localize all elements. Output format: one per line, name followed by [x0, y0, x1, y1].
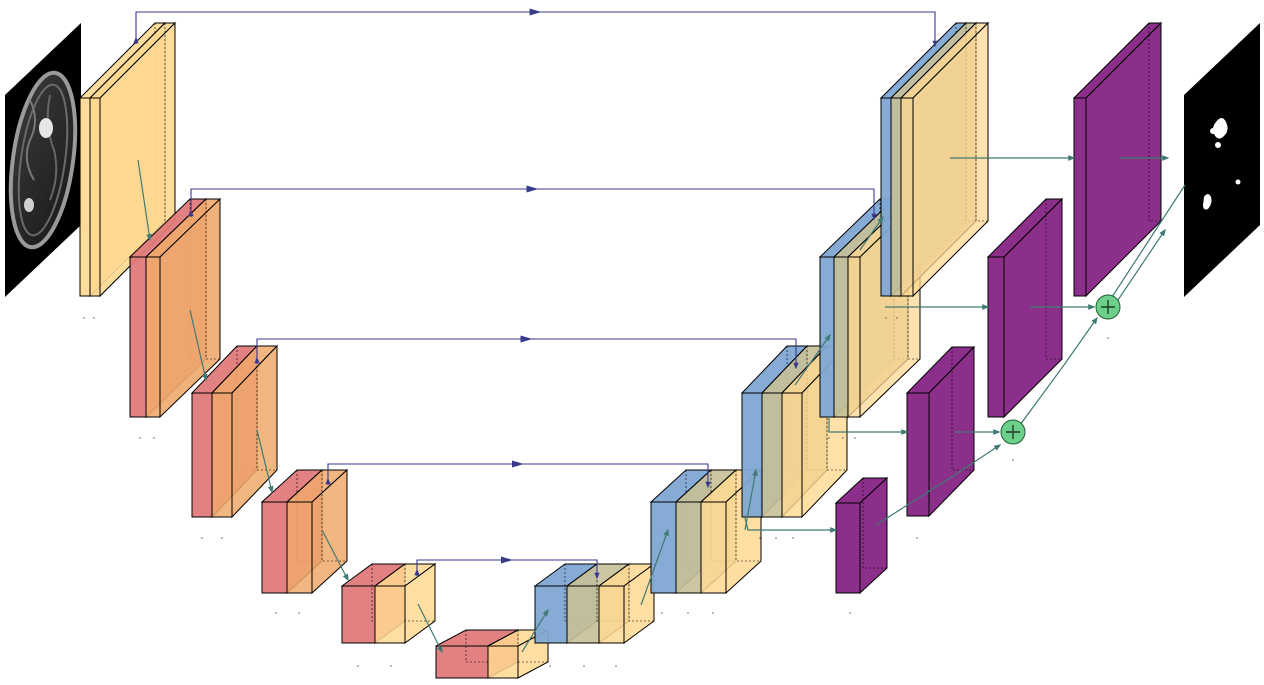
dimension-dot-1 — [83, 317, 85, 319]
dimension-dot-26 — [916, 537, 918, 539]
skip-connection-level-3 — [254, 335, 799, 370]
dimension-dot-10 — [390, 665, 392, 667]
deep-supervision-2 — [905, 345, 976, 518]
dimension-dot-2 — [93, 317, 95, 319]
flow-sum-upper-output — [1117, 228, 1166, 301]
deep-supervision-0 — [1072, 21, 1163, 298]
skip-connection-level-1 — [133, 8, 938, 48]
skip-connection-level-5-direction-marker — [501, 556, 513, 564]
encoder-level-2 — [128, 197, 222, 419]
skip-connection-level-3-direction-marker — [520, 335, 533, 343]
dimension-dot-4 — [153, 437, 155, 439]
flow-dec5-dec4 — [640, 528, 669, 606]
skip-connection-level-4-direction-marker — [512, 460, 524, 468]
flow-upper-to-output-line — [1109, 184, 1186, 301]
encoder-level-2-slab-2 — [144, 197, 222, 419]
flow-enc2-enc3 — [189, 309, 208, 382]
dimension-dot-20 — [828, 437, 830, 439]
flow-dec2-dec1 — [859, 215, 884, 251]
dimension-dot-28 — [1107, 337, 1109, 339]
dimension-dot-11 — [549, 665, 551, 667]
deep-supervision-0-slab-1 — [1072, 21, 1163, 298]
deep-supervision-1 — [986, 197, 1064, 419]
dimension-dot-23 — [885, 317, 887, 319]
dimension-dot-9 — [357, 665, 359, 667]
flow-enc3-enc4 — [256, 429, 274, 494]
dimension-dot-25 — [849, 612, 851, 614]
skip-connection-level-1-direction-marker — [529, 8, 542, 16]
flow-enc4-enc5 — [321, 529, 349, 582]
decoder-level-1-slab-3 — [899, 21, 990, 298]
dimension-markers — [83, 317, 1109, 667]
dimension-dot-5 — [201, 537, 203, 539]
encoder-level-3 — [190, 344, 279, 519]
layer-blocks — [78, 21, 1163, 679]
skip-connection-level-5 — [414, 556, 600, 580]
dimension-dot-27 — [1012, 459, 1014, 461]
decoder-level-1 — [879, 21, 990, 298]
dimension-dot-17 — [759, 537, 761, 539]
sum-node-lower — [1000, 419, 1026, 445]
sum-nodes — [1000, 294, 1121, 445]
dimension-dot-13 — [615, 665, 617, 667]
flow-arrows — [137, 155, 1186, 654]
dimension-dot-22 — [854, 437, 856, 439]
deep-supervision-2-slab-1 — [905, 345, 976, 518]
flow-dec4-dec3 — [744, 468, 758, 531]
flow-dec2-ds2 — [828, 416, 909, 435]
deep-supervision-3-slab-1 — [834, 476, 889, 595]
sum-node-upper — [1095, 294, 1121, 320]
dimension-dot-19 — [792, 537, 794, 539]
input-mri-slice — [5, 23, 81, 297]
decoder-level-5 — [533, 563, 656, 644]
sum-node-upper-plus-icon — [1101, 300, 1115, 314]
sum-node-lower-plus-icon — [1006, 425, 1020, 439]
decoder-level-5-slab-3 — [597, 563, 656, 644]
flow-enc1-enc2 — [137, 159, 152, 242]
flow-enc5-bottleneck — [417, 603, 443, 654]
deep-supervision-3 — [834, 476, 889, 595]
dimension-dot-21 — [842, 437, 844, 439]
encoder-level-3-slab-2 — [210, 344, 279, 519]
dimension-dot-6 — [221, 537, 223, 539]
dimension-dot-8 — [298, 612, 300, 614]
deep-supervision-1-slab-1 — [986, 197, 1064, 419]
dimension-dot-14 — [661, 612, 663, 614]
skip-connection-level-2 — [188, 185, 877, 221]
dimension-dot-3 — [139, 437, 141, 439]
flow-sum-lower-sum-upper — [1019, 316, 1098, 426]
output-segmentation-mask — [1184, 23, 1260, 297]
decoder-level-2 — [818, 197, 922, 419]
flow-bottleneck-dec5 — [521, 608, 549, 653]
encoder-level-1 — [78, 21, 177, 298]
flow-dec3-ds3 — [744, 517, 838, 533]
flow-dec3-dec2 — [794, 333, 831, 386]
encoder-level-4-slab-2 — [285, 468, 349, 595]
skip-connections — [133, 8, 938, 580]
dimension-dot-24 — [896, 317, 898, 319]
dimension-dot-16 — [712, 612, 714, 614]
dimension-dot-15 — [687, 612, 689, 614]
dimension-dot-18 — [775, 537, 777, 539]
skip-connection-level-2-direction-marker — [526, 185, 539, 193]
encoder-level-4 — [260, 468, 349, 595]
skip-connection-level-4 — [325, 460, 711, 489]
encoder-level-5 — [340, 563, 437, 644]
dimension-dot-12 — [583, 665, 585, 667]
flow-ds3-sum-lower — [875, 444, 1002, 526]
dimension-dot-7 — [275, 612, 277, 614]
